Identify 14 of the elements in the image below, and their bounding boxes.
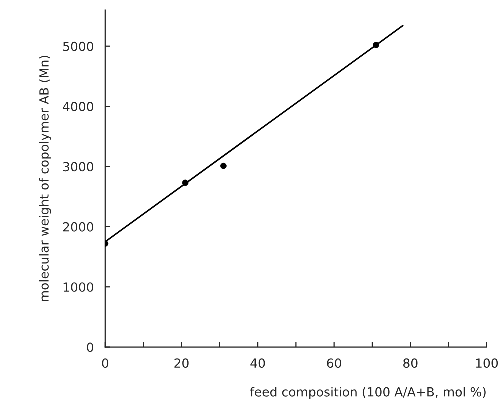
x-tick-label: 60 xyxy=(327,358,342,368)
y-tick-label: 4000 xyxy=(63,102,94,112)
y-tick-label: 0 xyxy=(87,342,94,352)
x-tick-label: 0 xyxy=(102,358,109,368)
y-axis-title: molecular weight of copolymer AB (Mn) xyxy=(39,56,52,302)
x-tick-label: 40 xyxy=(250,358,266,368)
y-tick-label: 3000 xyxy=(63,162,94,172)
y-tick-label: 2000 xyxy=(63,222,94,232)
x-tick-label: 100 xyxy=(476,358,498,368)
x-tick-label: 80 xyxy=(404,358,418,368)
y-tick-label: 5000 xyxy=(63,42,94,52)
x-tick-label: 20 xyxy=(174,358,189,368)
x-axis-title: feed composition (100 A/A+B, mol %) xyxy=(250,387,486,400)
y-tick-label: 1000 xyxy=(64,282,94,292)
